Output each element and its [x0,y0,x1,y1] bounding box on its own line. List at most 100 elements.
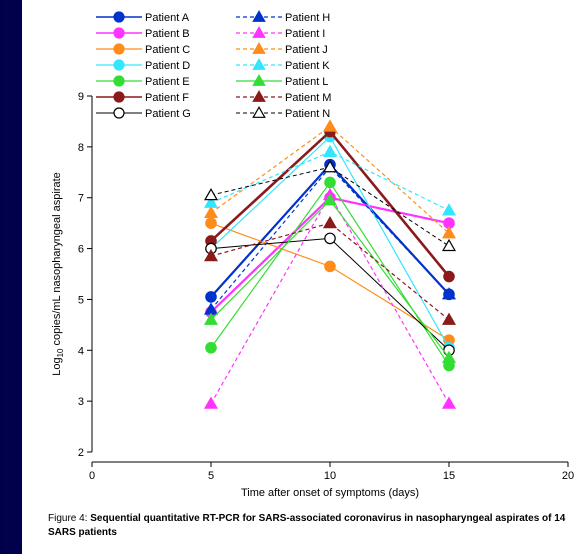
legend-item: Patient A [96,11,190,24]
legend-marker [252,10,266,22]
legend-marker [113,91,125,103]
legend-item: Patient M [236,90,331,104]
data-point [324,260,336,273]
figure-panel: Patient A Patient B Patient C Patient D Pati… [22,0,587,554]
data-point [441,238,457,252]
data-point [203,195,219,208]
series-patient-m [203,215,457,325]
series-patient-g [205,232,455,357]
data-point [324,232,336,245]
data-point [203,396,219,409]
data-point [441,287,457,300]
legend-item: Patient N [236,106,330,120]
data-point [203,312,219,325]
y-tick-label: 6 [78,244,84,256]
data-point [203,187,219,201]
legend-marker [252,74,266,86]
legend-label: Patient M [285,92,331,104]
caption-title: Sequential quantitative RT-PCR for SARS-… [48,513,566,538]
legend-label: Patient B [145,28,190,40]
data-point [322,215,338,229]
data-point [441,203,457,216]
data-point [441,350,457,363]
data-point [322,144,338,158]
legend-label: Patient A [145,12,190,24]
data-point [441,396,457,409]
y-tick-label: 4 [78,345,84,357]
figure-caption: Figure 4: Sequential quantitative RT-PCR… [48,512,568,540]
x-tick-label: 15 [443,470,455,482]
legend-item: Patient G [96,107,191,120]
legend-marker [113,75,125,87]
series-patient-l [203,193,457,363]
legend-marker [252,42,266,54]
x-tick-label: 5 [208,470,214,482]
legend-marker [113,27,125,39]
data-point [324,176,336,189]
legend-marker [113,43,125,55]
legend-marker [252,58,266,70]
legend-label: Patient F [145,92,189,104]
x-tick-label: 0 [89,470,95,482]
data-point [322,160,338,173]
data-point [441,226,457,239]
legend-label: Patient E [145,76,190,88]
legend-label: Patient I [285,28,325,40]
legend-label: Patient K [285,60,330,72]
legend-marker [113,107,125,119]
legend-marker [252,106,266,118]
legend-label: Patient N [285,108,330,120]
data-point [441,312,457,325]
ticks: 2 3 4 5 6 7 8 9 0 5 10 15 20 [78,91,574,482]
y-tick-label: 9 [78,91,84,103]
y-axis-title-suffix: copies/mL nasopharyngeal aspirate [51,172,63,348]
x-tick-label: 20 [562,470,574,482]
y-axis-title-prefix: Log [51,357,63,375]
data-point [205,217,217,229]
data-point [322,193,338,206]
legend-marker [252,90,266,102]
caption-prefix: Figure 4: [48,513,91,524]
series-patient-j [203,119,457,239]
legend-marker [113,11,125,23]
data-point [443,270,455,283]
y-axis-title-subscript: 10 [56,348,65,357]
legend-item: Patient D [96,59,190,72]
y-tick-label: 2 [78,447,84,459]
data-point [203,249,219,262]
x-tick-label: 10 [324,470,336,482]
legend-item: Patient L [236,74,328,88]
data-point [205,341,217,354]
legend-marker [113,59,125,71]
legend-label: Patient G [145,108,191,120]
series-patient-n [203,160,457,252]
data-point [203,205,219,219]
series-layer [203,119,457,409]
data-point [205,291,217,303]
legend-label: Patient J [285,44,328,56]
legend-item: Patient F [96,91,189,104]
series-line [210,181,450,366]
y-axis-title: Log10 copies/mL nasopharyngeal aspirate [51,172,65,376]
y-tick-label: 3 [78,396,84,408]
legend-item: Patient E [96,75,190,88]
y-tick-label: 7 [78,193,84,205]
legend-item: Patient J [236,42,328,56]
legend: Patient A Patient B Patient C Patient D Pati… [96,10,331,120]
legend-item: Patient H [236,10,330,24]
legend-label: Patient L [285,76,328,88]
legend-item: Patient B [96,27,190,40]
legend-item: Patient I [236,26,325,40]
x-axis-title: Time after onset of symptoms (days) [241,487,419,499]
legend-item: Patient K [236,58,330,72]
data-point [322,119,338,132]
y-tick-label: 8 [78,142,84,154]
series-patient-e [205,176,455,372]
y-tick-label: 5 [78,294,84,306]
legend-label: Patient C [145,44,190,56]
legend-marker [252,26,266,38]
legend-label: Patient D [145,60,190,72]
series-patient-k [203,144,457,216]
series-line [210,222,450,321]
